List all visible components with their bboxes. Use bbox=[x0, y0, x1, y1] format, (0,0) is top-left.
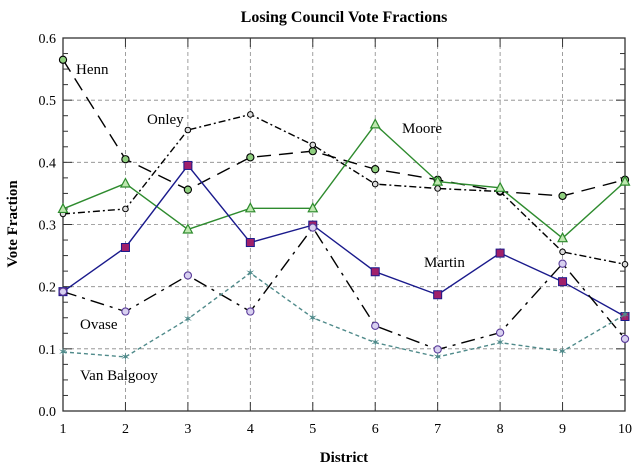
data-point-star: ✶ bbox=[308, 311, 318, 325]
y-tick-label: 0.6 bbox=[39, 32, 57, 47]
data-point-circle bbox=[122, 205, 129, 213]
data-point-circle bbox=[184, 126, 192, 134]
data-point-circle bbox=[121, 155, 130, 164]
data-point-triangle bbox=[557, 231, 569, 243]
data-point-triangle bbox=[244, 202, 256, 213]
x-tick-label: 2 bbox=[122, 422, 129, 437]
data-point-square bbox=[183, 160, 193, 170]
data-point-triangle bbox=[182, 223, 194, 234]
y-tick-label: 0.4 bbox=[39, 156, 57, 171]
series-onley bbox=[59, 111, 629, 268]
series-group: ✶ ✶ ✶ ✶ ✶ ✶ ✶ ✶ ✶ ✶ bbox=[57, 55, 631, 364]
data-point-triangle bbox=[307, 202, 319, 213]
series-labels: Henn Onley Moore Martin Ovase Van Balgooy bbox=[76, 62, 465, 384]
data-point-circle bbox=[183, 185, 193, 194]
data-point-circle bbox=[246, 307, 255, 316]
x-tick-label: 10 bbox=[618, 422, 632, 437]
y-tick-label: 0.2 bbox=[39, 281, 57, 296]
data-point-circle bbox=[371, 180, 379, 188]
series-line bbox=[62, 123, 626, 240]
data-point-circle bbox=[121, 307, 130, 316]
data-point-circle bbox=[621, 260, 629, 268]
axes: 0.0 0.1 0.2 0.3 0.4 0.5 0.6 1 2 3 4 5 6 7 8 9 10 bbox=[39, 32, 633, 437]
data-point-circle bbox=[371, 165, 380, 174]
y-axis-label: Vote Fraction bbox=[5, 180, 21, 268]
data-point-circle bbox=[247, 111, 254, 118]
series-label: Onley bbox=[147, 112, 184, 128]
data-point-star: ✶ bbox=[245, 266, 255, 280]
data-point-circle bbox=[559, 248, 566, 256]
series-label: Moore bbox=[402, 121, 442, 137]
series-line bbox=[62, 164, 626, 318]
data-point-star: ✶ bbox=[120, 350, 130, 364]
data-point-triangle bbox=[119, 177, 131, 188]
data-point-triangle bbox=[369, 118, 381, 129]
data-point-triangle bbox=[619, 175, 631, 186]
series-line bbox=[62, 59, 626, 197]
y-tick-label: 0.3 bbox=[39, 219, 57, 234]
x-tick-label: 9 bbox=[559, 422, 566, 437]
data-point-circle bbox=[246, 153, 255, 162]
series-label: Ovase bbox=[80, 317, 118, 333]
data-point-circle bbox=[434, 185, 441, 192]
series-line bbox=[62, 226, 626, 351]
x-tick-label: 6 bbox=[372, 422, 379, 437]
data-point-square bbox=[370, 267, 380, 277]
series-label: Martin bbox=[424, 255, 465, 271]
series-van-balgooy: ✶ ✶ ✶ ✶ ✶ ✶ ✶ ✶ ✶ ✶ bbox=[58, 266, 630, 364]
data-point-circle bbox=[58, 55, 68, 64]
data-point-circle bbox=[558, 259, 567, 268]
x-axis-label: District bbox=[320, 450, 368, 466]
data-point-square bbox=[558, 277, 568, 287]
data-point-star: ✶ bbox=[183, 312, 193, 326]
data-point-star: ✶ bbox=[58, 345, 68, 359]
y-tick-label: 0.0 bbox=[39, 405, 57, 420]
series-henn bbox=[58, 55, 630, 201]
x-tick-label: 8 bbox=[497, 422, 504, 437]
data-point-star: ✶ bbox=[433, 350, 443, 364]
data-point-star: ✶ bbox=[620, 308, 630, 322]
data-point-star: ✶ bbox=[495, 336, 505, 350]
series-line bbox=[62, 272, 626, 358]
x-tick-label: 1 bbox=[60, 422, 67, 437]
data-point-star: ✶ bbox=[558, 344, 568, 358]
grid bbox=[63, 38, 625, 411]
x-tick-label: 4 bbox=[247, 422, 254, 437]
data-point-square bbox=[245, 238, 255, 248]
data-point-star: ✶ bbox=[370, 336, 380, 350]
series-line bbox=[62, 113, 626, 265]
data-point-circle bbox=[371, 321, 380, 330]
series-label: Van Balgooy bbox=[80, 368, 158, 384]
x-tick-label: 3 bbox=[184, 422, 191, 437]
data-point-circle bbox=[58, 287, 68, 296]
y-tick-label: 0.5 bbox=[39, 94, 57, 109]
data-point-circle bbox=[495, 328, 505, 337]
data-point-circle bbox=[308, 223, 317, 232]
series-ovase bbox=[58, 223, 630, 354]
data-point-triangle bbox=[494, 181, 506, 192]
data-point-triangle bbox=[57, 202, 69, 214]
series-label: Henn bbox=[76, 62, 109, 78]
data-point-square bbox=[433, 290, 443, 300]
x-tick-label: 5 bbox=[309, 422, 316, 437]
data-point-square bbox=[120, 243, 130, 253]
data-point-triangle bbox=[432, 175, 444, 186]
data-point-circle bbox=[558, 191, 567, 201]
x-tick-label: 7 bbox=[434, 422, 441, 437]
data-point-circle bbox=[620, 334, 630, 344]
data-point-square bbox=[495, 248, 505, 258]
data-point-circle bbox=[309, 141, 317, 149]
data-point-circle bbox=[308, 146, 317, 156]
data-point-circle bbox=[183, 271, 193, 280]
y-tick-label: 0.1 bbox=[39, 343, 57, 358]
data-point-circle bbox=[433, 345, 442, 354]
chart-title: Losing Council Vote Fractions bbox=[241, 9, 448, 26]
